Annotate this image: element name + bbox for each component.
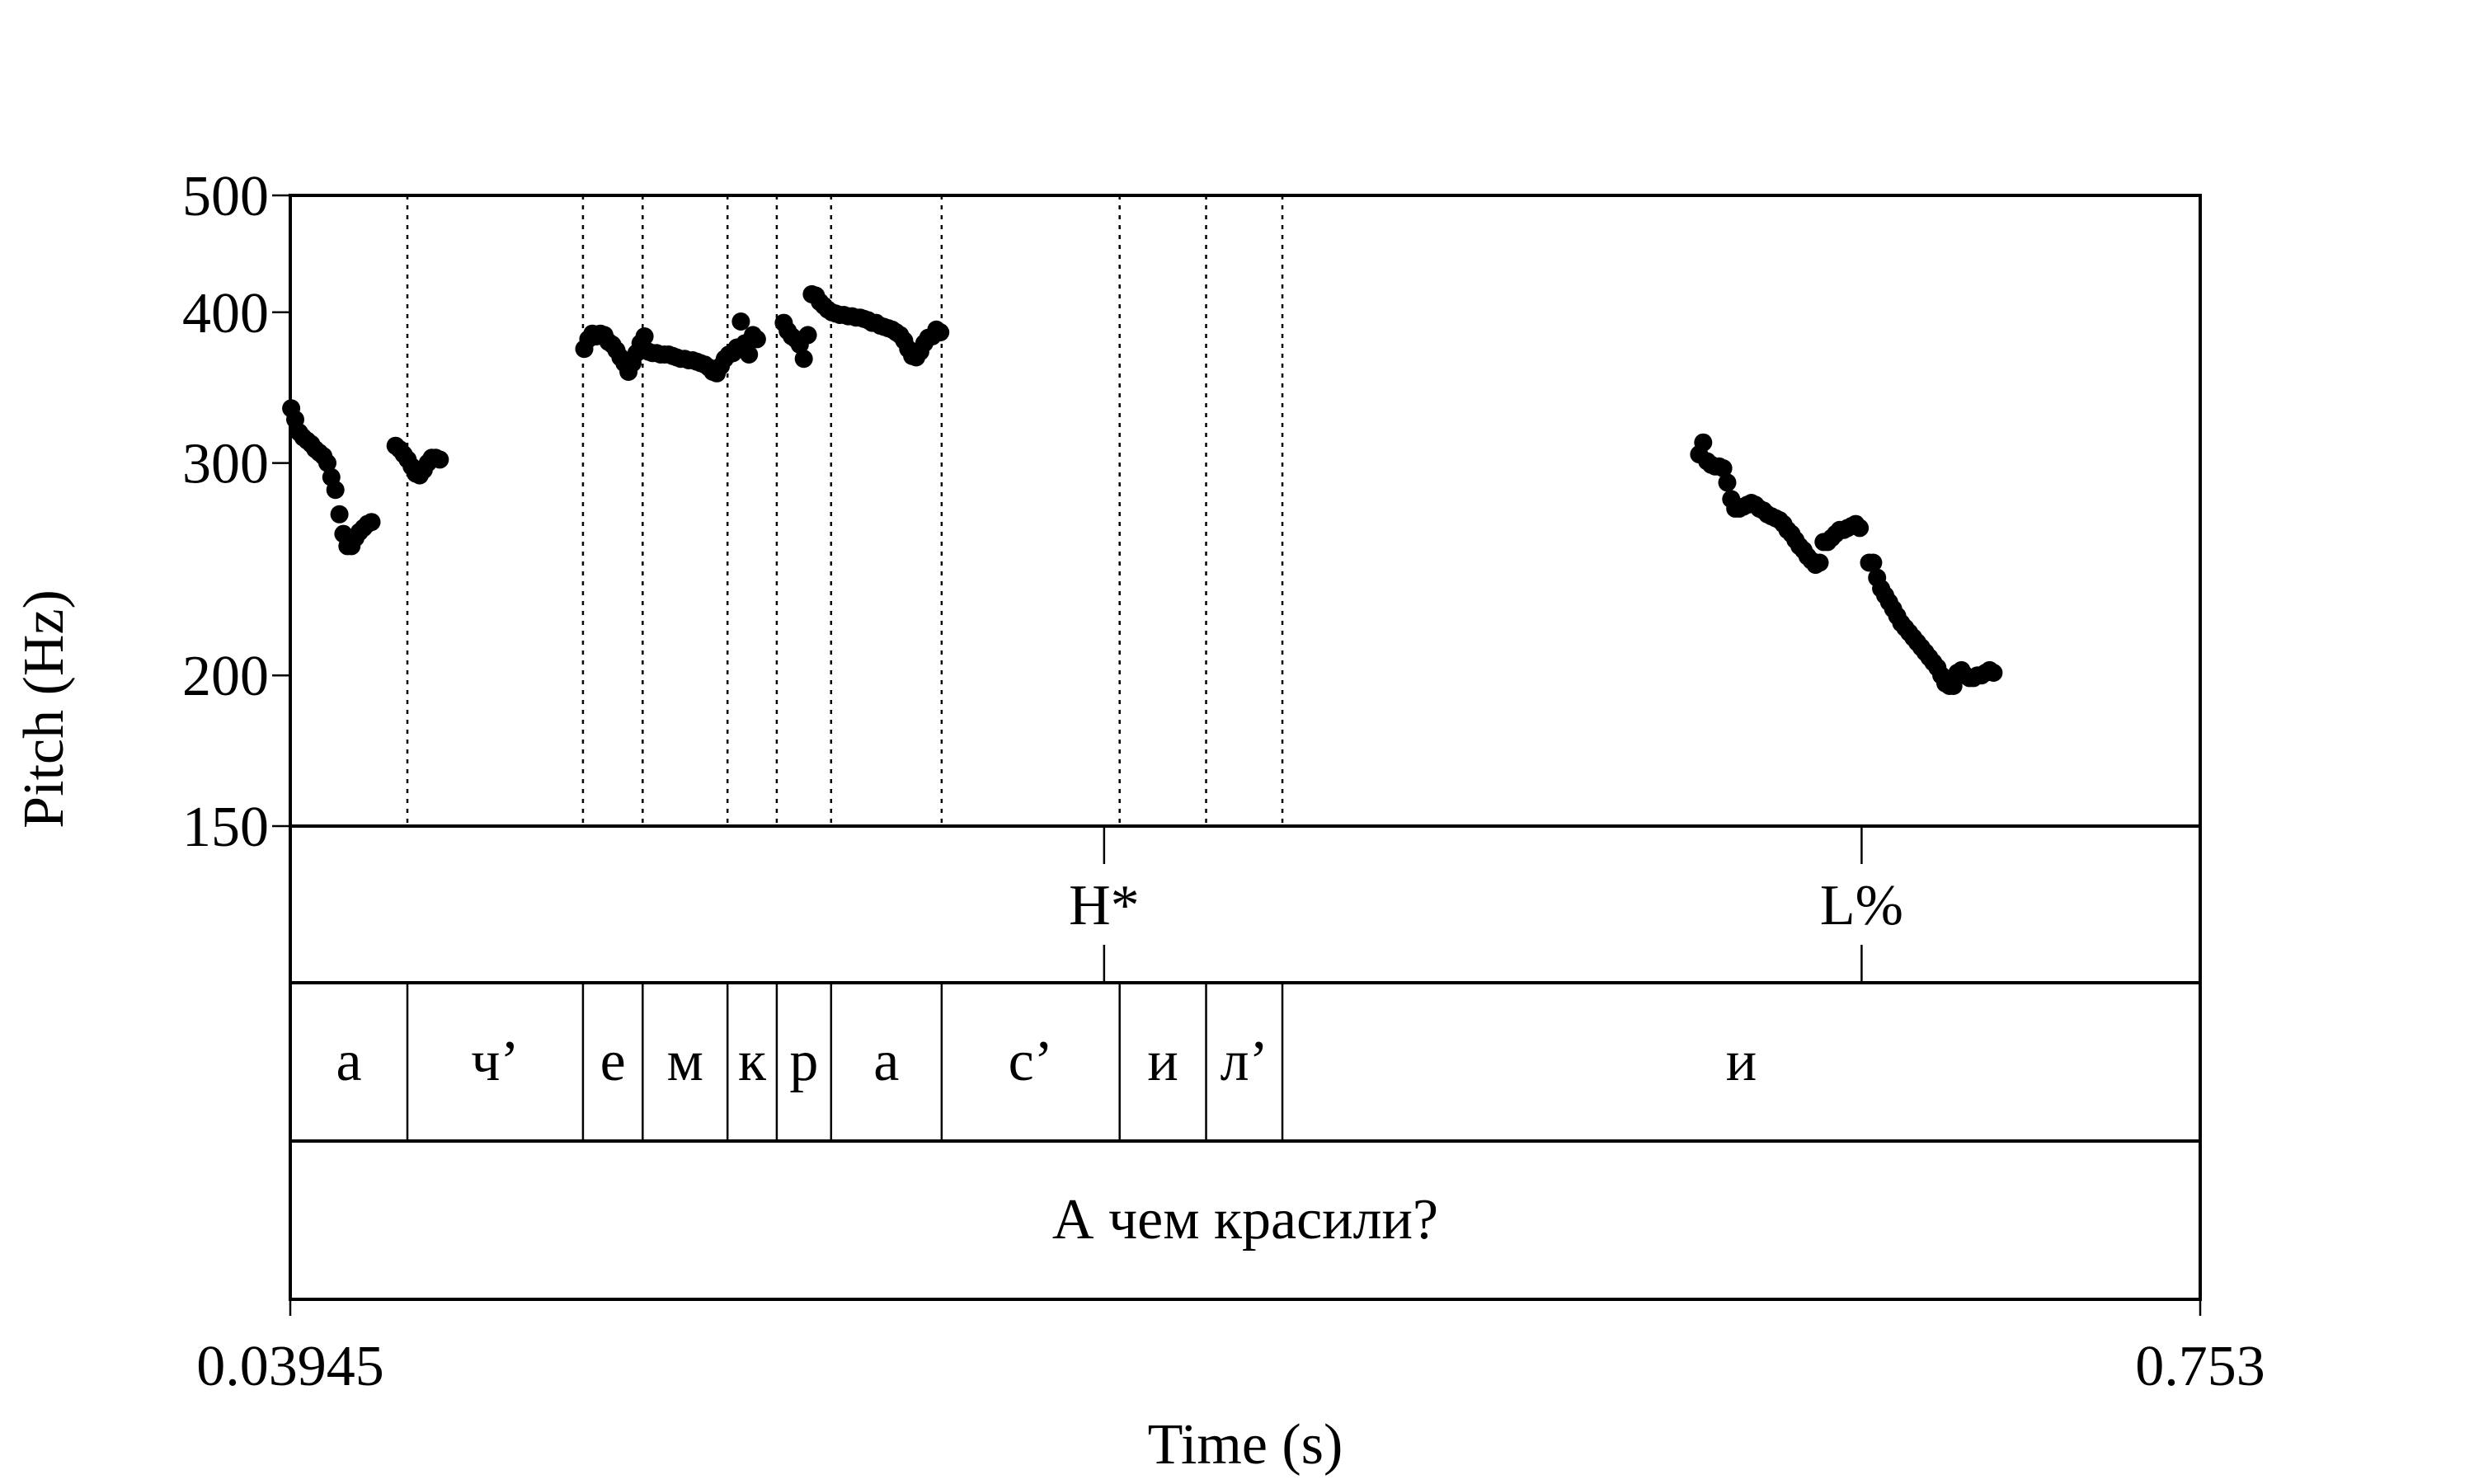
phone-label: р <box>789 1030 818 1093</box>
pitch-point <box>747 330 766 349</box>
pitch-plot-frame <box>289 194 2202 828</box>
y-axis-ticks: 150 200 300 400 500 <box>182 165 290 859</box>
word-intervals: А чем красили? <box>1052 1188 1438 1252</box>
phone-label: с’ <box>1009 1030 1053 1093</box>
word-tier: А чем красили? <box>289 1139 2202 1301</box>
pitch-point <box>326 481 345 500</box>
y-axis: 150 200 300 400 500 Pitch (Hz) <box>12 165 290 859</box>
phone-label: а <box>873 1030 899 1093</box>
pitch-point <box>1694 433 1713 452</box>
x-axis-end-label: 0.753 <box>2135 1335 2265 1398</box>
phone-label: а <box>336 1030 361 1093</box>
pitch-point <box>430 450 449 469</box>
y-tick-label: 500 <box>182 165 269 228</box>
x-axis-start-label: 0.03945 <box>196 1335 384 1398</box>
pitch-point <box>330 505 349 524</box>
pitch-point <box>931 323 950 342</box>
word-label: А чем красили? <box>1052 1188 1438 1252</box>
pitch-point <box>362 513 381 532</box>
tone-tier-frame <box>289 824 2202 984</box>
y-axis-title: Pitch (Hz) <box>12 589 76 829</box>
word-tier-frame <box>289 1139 2202 1301</box>
tone-mark-label: H* <box>1069 874 1140 937</box>
y-tick-label: 400 <box>182 282 269 345</box>
phone-intervals: а ч’ е м к р а с’ и л’ и <box>336 983 1757 1141</box>
x-axis: 0.03945 0.753 Time (s) <box>196 1299 2265 1477</box>
pitch-point <box>1810 553 1829 572</box>
y-tick-label: 150 <box>182 796 269 859</box>
tone-tier: H* L% <box>289 824 2202 984</box>
phone-label: е <box>600 1030 626 1093</box>
segment-boundary-guides <box>406 195 1284 826</box>
phone-label: к <box>738 1030 767 1093</box>
phone-label: м <box>667 1030 703 1093</box>
pitch-point <box>1984 664 2003 682</box>
phone-label: и <box>1147 1030 1178 1093</box>
pitch-point <box>318 453 336 472</box>
pitch-point <box>1864 553 1883 572</box>
pitch-point <box>794 350 813 369</box>
plot-area <box>282 194 2202 828</box>
pitch-point <box>1851 519 1870 538</box>
pitch-point <box>1718 473 1737 492</box>
pitch-point <box>740 345 759 364</box>
y-tick-label: 200 <box>182 645 269 708</box>
phone-tier: а ч’ е м к р а с’ и л’ и <box>289 981 2202 1143</box>
phone-label: л’ <box>1221 1030 1268 1093</box>
pitch-contour <box>282 284 2003 695</box>
x-axis-title: Time (s) <box>1148 1413 1343 1477</box>
pitch-point <box>635 327 654 345</box>
phone-label: ч’ <box>471 1030 520 1093</box>
phone-label: и <box>1726 1030 1757 1093</box>
y-tick-label: 300 <box>182 433 269 496</box>
tone-marks: H* L% <box>1069 826 1903 983</box>
pitch-point <box>1714 459 1733 477</box>
pitch-point <box>731 312 750 331</box>
tone-mark-label: L% <box>1820 874 1903 937</box>
pitch-point <box>798 326 817 345</box>
